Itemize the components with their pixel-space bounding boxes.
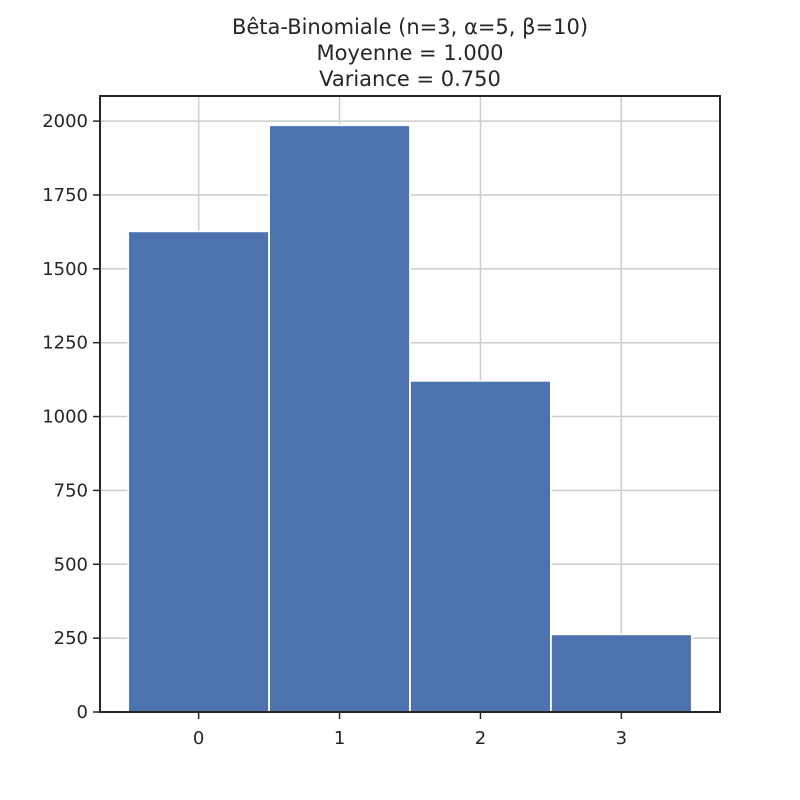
x-tick-label: 2	[475, 728, 486, 749]
y-tick-label: 1500	[42, 259, 88, 280]
bar-3	[550, 633, 693, 713]
bar-0	[127, 230, 270, 713]
y-tick-label: 0	[77, 702, 88, 723]
y-tick-label: 750	[54, 480, 88, 501]
x-tick-label: 1	[334, 728, 345, 749]
bar-2	[409, 379, 552, 713]
y-tick-label: 1250	[42, 333, 88, 354]
y-tick-label: 1750	[42, 185, 88, 206]
x-tick-label: 3	[616, 728, 627, 749]
y-tick-label: 500	[54, 554, 88, 575]
chart-subtitle-mean: Moyenne = 1.000	[317, 41, 504, 65]
ticks: 0 250 500 750 1000 1250 1500 1750 2000 0 1 2 3	[42, 111, 627, 749]
bar-1	[268, 124, 411, 713]
chart-subtitle-variance: Variance = 0.750	[319, 67, 501, 91]
chart-title: Bêta-Binomiale (n=3, α=5, β=10)	[232, 15, 588, 39]
axes-frame	[99, 95, 721, 713]
y-tick-label: 2000	[42, 111, 88, 132]
x-tick-label: 0	[193, 728, 204, 749]
y-tick-label: 250	[54, 628, 88, 649]
bars	[127, 124, 693, 713]
y-tick-label: 1000	[42, 407, 88, 428]
